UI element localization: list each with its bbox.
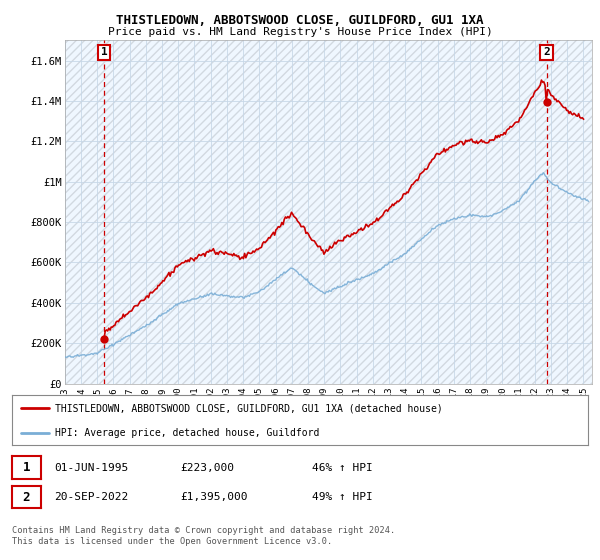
Text: Contains HM Land Registry data © Crown copyright and database right 2024.
This d: Contains HM Land Registry data © Crown c… [12, 526, 395, 546]
Text: 2: 2 [543, 48, 550, 57]
Text: Price paid vs. HM Land Registry's House Price Index (HPI): Price paid vs. HM Land Registry's House … [107, 27, 493, 37]
Text: HPI: Average price, detached house, Guildford: HPI: Average price, detached house, Guil… [55, 428, 320, 437]
Text: 2: 2 [23, 491, 30, 504]
Text: THISTLEDOWN, ABBOTSWOOD CLOSE, GUILDFORD, GU1 1XA: THISTLEDOWN, ABBOTSWOOD CLOSE, GUILDFORD… [116, 14, 484, 27]
Text: £1,395,000: £1,395,000 [180, 492, 248, 502]
Text: 20-SEP-2022: 20-SEP-2022 [54, 492, 128, 502]
Text: 46% ↑ HPI: 46% ↑ HPI [312, 463, 373, 473]
Text: 1: 1 [23, 461, 30, 474]
Text: 01-JUN-1995: 01-JUN-1995 [54, 463, 128, 473]
Text: THISTLEDOWN, ABBOTSWOOD CLOSE, GUILDFORD, GU1 1XA (detached house): THISTLEDOWN, ABBOTSWOOD CLOSE, GUILDFORD… [55, 403, 443, 413]
Text: 49% ↑ HPI: 49% ↑ HPI [312, 492, 373, 502]
Text: £223,000: £223,000 [180, 463, 234, 473]
Text: 1: 1 [101, 48, 107, 57]
